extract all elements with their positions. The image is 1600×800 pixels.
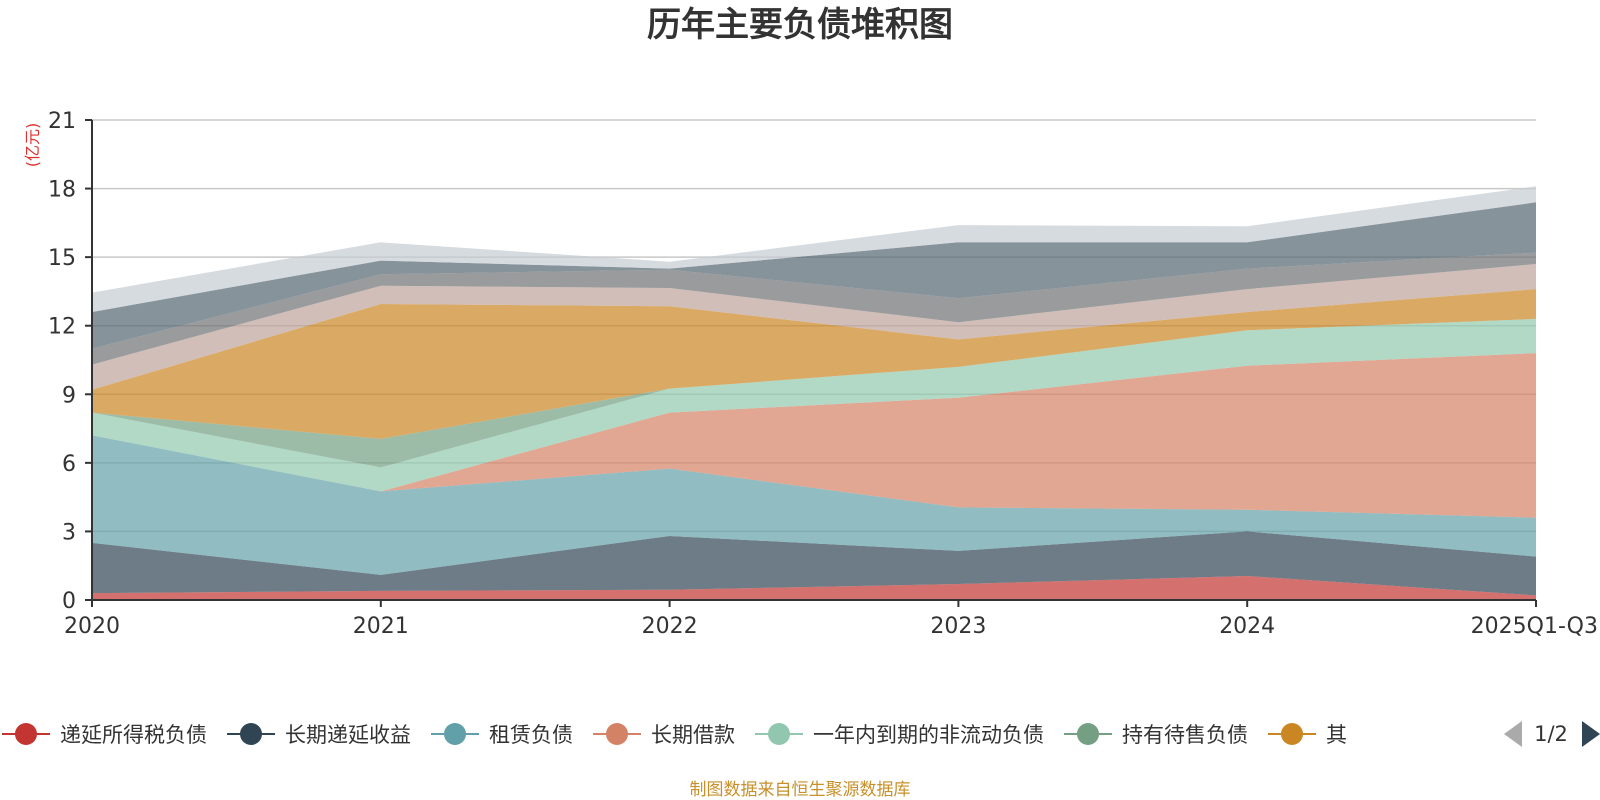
legend[interactable]: 递延所得税负债 长期递延收益 租赁负债 长期借款 一年内到期的非流动负债 持有待售负债 其 1… — [2, 721, 1600, 747]
legend-label: 租赁负债 — [489, 723, 573, 747]
legend-item[interactable]: 持有待售负债 — [1064, 723, 1248, 747]
series-area-8 — [92, 252, 1536, 365]
legend-marker — [768, 723, 790, 745]
y-tick-label: 3 — [62, 520, 76, 545]
y-tick-label: 0 — [62, 589, 76, 614]
series-area-2 — [92, 435, 1536, 575]
series-area-4 — [92, 318, 1536, 492]
legend-label: 一年内到期的非流动负债 — [813, 723, 1044, 747]
axes: 2020 2021 2022 2023 2024 2025Q1-Q3 — [64, 119, 1598, 639]
series-area-6 — [92, 289, 1536, 439]
y-tick-label: 6 — [62, 452, 76, 477]
legend-item[interactable]: 其 — [1268, 723, 1347, 747]
chart-title: 历年主要负债堆积图 — [647, 5, 953, 45]
legend-item[interactable]: 一年内到期的非流动负债 — [755, 723, 1044, 747]
legend-label: 持有待售负债 — [1122, 723, 1248, 747]
legend-item[interactable]: 租赁负债 — [431, 723, 573, 747]
series-area-10 — [92, 186, 1536, 312]
y-tick-label: 18 — [48, 178, 76, 203]
series-area-3 — [92, 353, 1536, 518]
y-tick-label: 15 — [48, 246, 76, 271]
legend-item[interactable]: 长期递延收益 — [227, 723, 411, 747]
series-area-9 — [92, 202, 1536, 349]
legend-marker — [1077, 723, 1099, 745]
x-tick-label: 2021 — [353, 614, 409, 639]
series-area-0 — [92, 576, 1536, 600]
x-tick-label: 2024 — [1219, 614, 1275, 639]
legend-marker — [15, 723, 37, 745]
legend-marker — [444, 723, 466, 745]
y-tick-label: 12 — [48, 315, 76, 340]
series-area-1 — [92, 531, 1536, 596]
legend-page-indicator: 1/2 — [1534, 722, 1568, 746]
series-areas — [92, 186, 1536, 600]
legend-item[interactable]: 长期借款 — [593, 723, 735, 747]
legend-item[interactable]: 递延所得税负债 — [2, 723, 207, 747]
legend-label: 长期借款 — [651, 723, 735, 747]
x-tick-label: 2025Q1-Q3 — [1471, 614, 1598, 639]
legend-prev-page-icon[interactable] — [1504, 721, 1522, 747]
legend-marker — [1281, 723, 1303, 745]
source-note: 制图数据来自恒生聚源数据库 — [690, 780, 911, 800]
x-tick-label: 2020 — [64, 614, 120, 639]
legend-next-page-icon[interactable] — [1582, 721, 1600, 747]
x-tick-label: 2022 — [642, 614, 698, 639]
legend-label: 其 — [1326, 723, 1347, 747]
legend-label: 长期递延收益 — [285, 723, 411, 747]
x-tick-label: 2023 — [930, 614, 986, 639]
legend-label: 递延所得税负债 — [60, 723, 207, 747]
y-tick-label: 21 — [48, 109, 76, 134]
series-area-5 — [92, 318, 1536, 468]
legend-marker — [606, 723, 628, 745]
y-axis-unit-label: (亿元) — [23, 123, 42, 168]
legend-marker — [240, 723, 262, 745]
y-tick-label: 9 — [62, 383, 76, 408]
series-area-7 — [92, 264, 1536, 390]
